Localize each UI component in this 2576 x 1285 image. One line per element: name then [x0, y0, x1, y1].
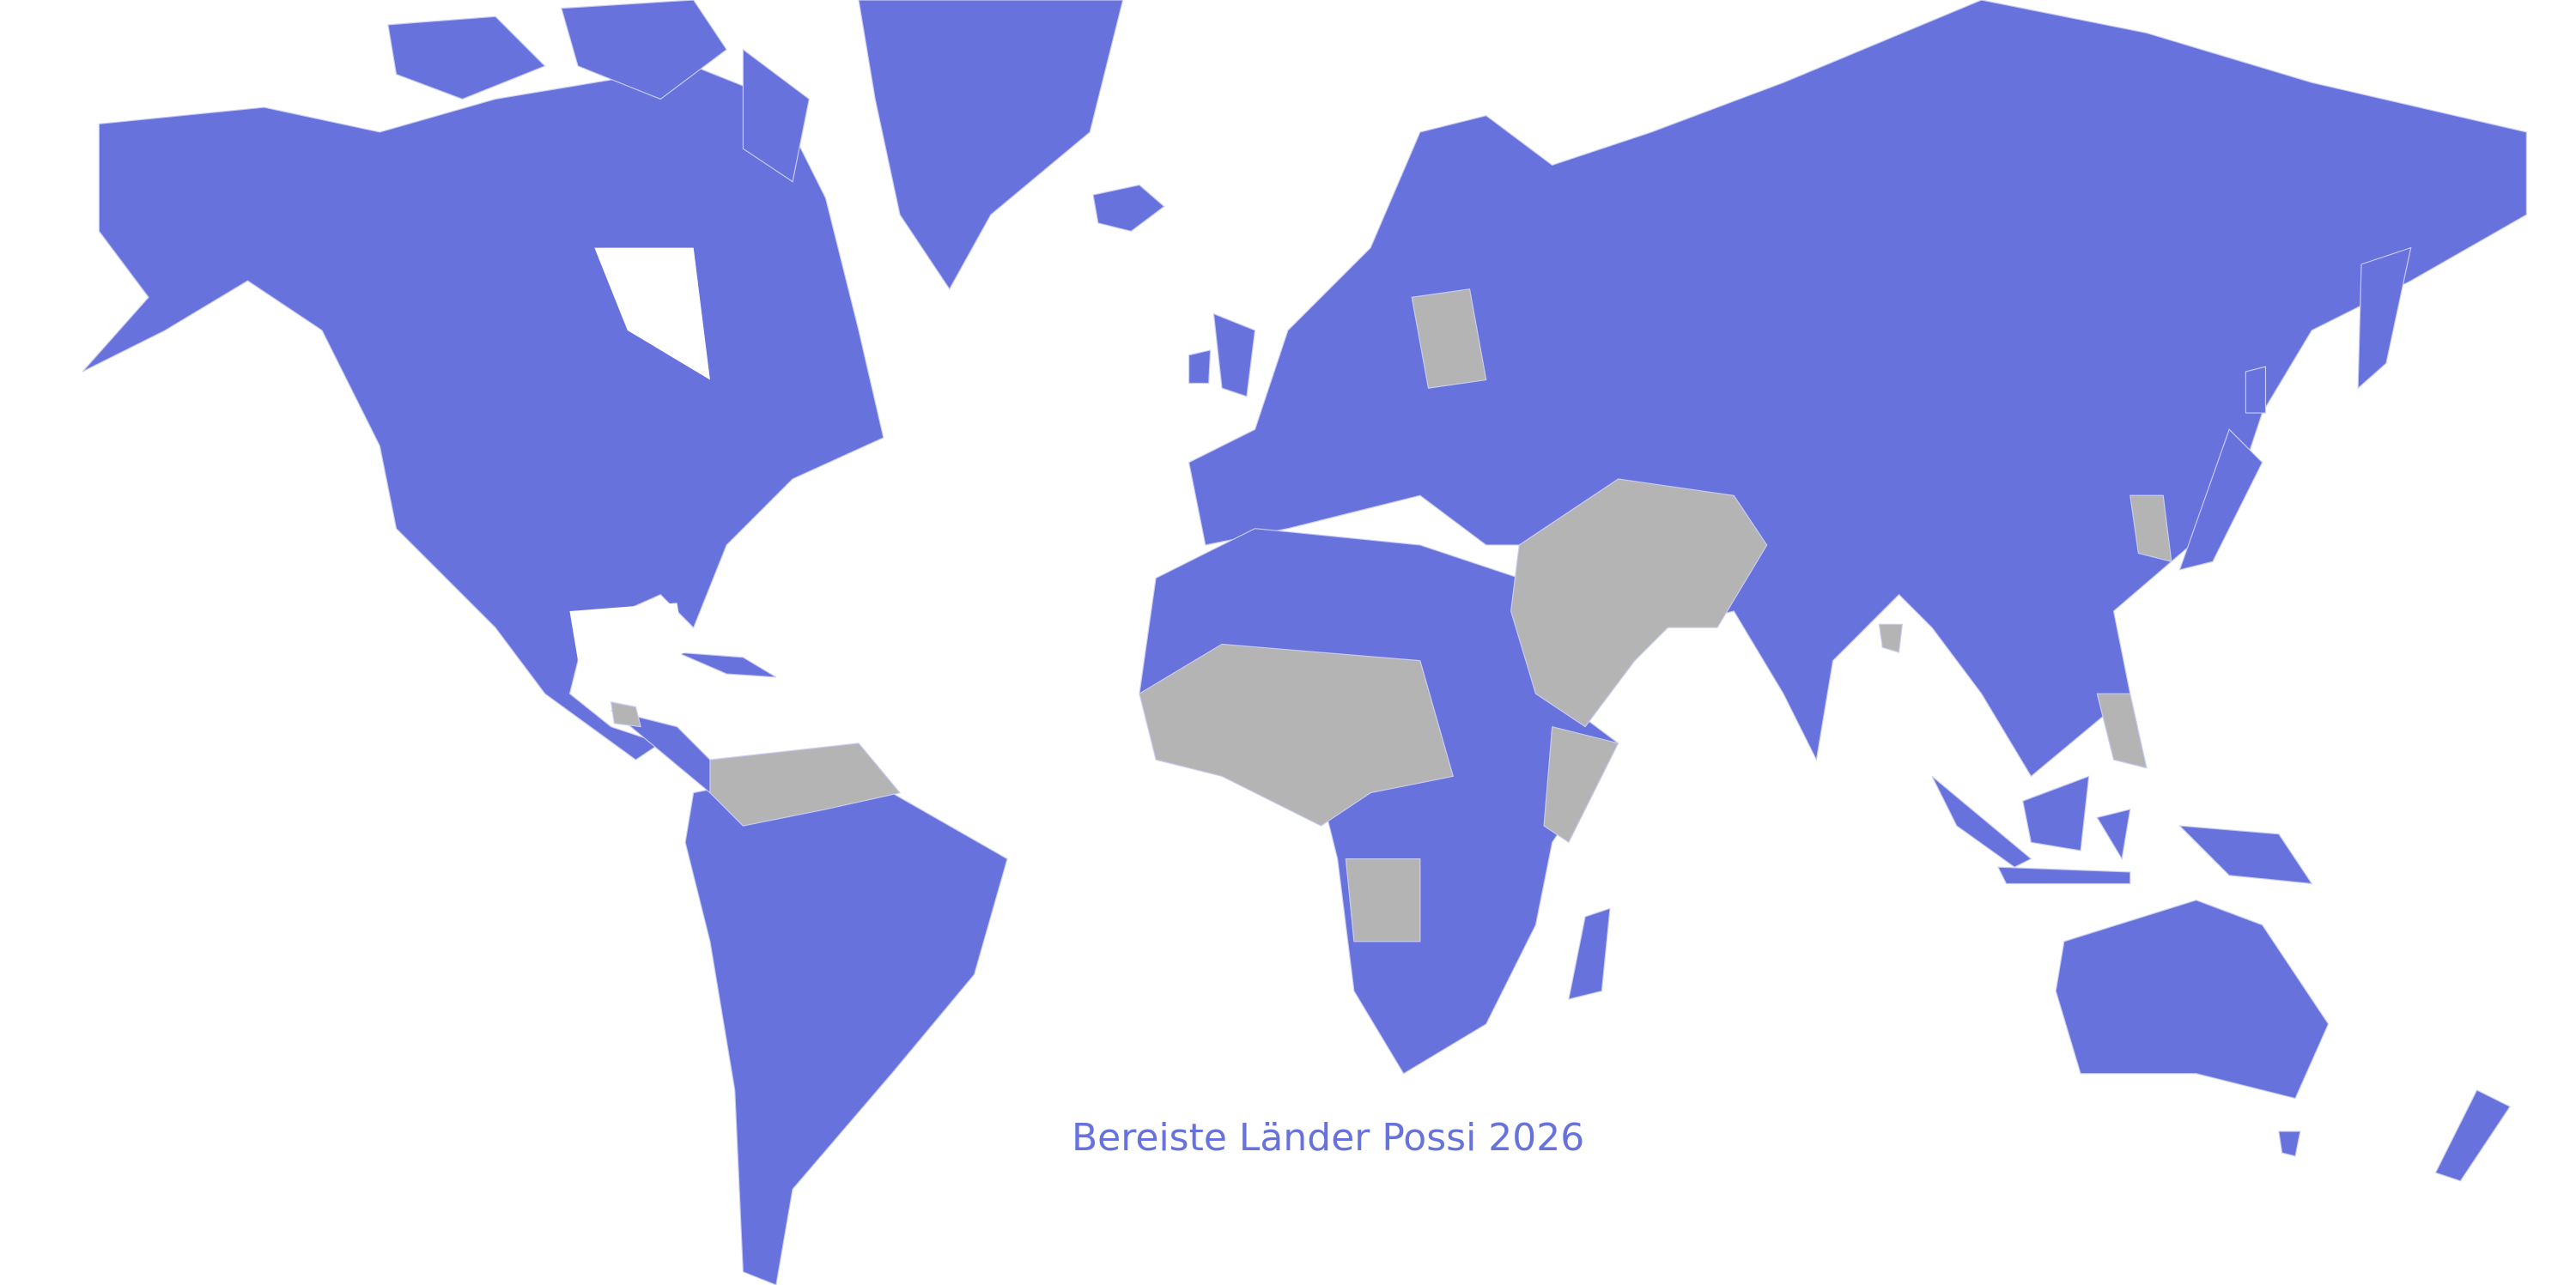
region-indonesia[interactable]	[1931, 775, 2313, 885]
region-korea[interactable]	[2129, 494, 2172, 562]
region-angola[interactable]	[1345, 858, 1421, 943]
region-middle-east[interactable]	[1510, 478, 1768, 728]
region-caribbean[interactable]	[677, 652, 777, 678]
region-madagascar[interactable]	[1568, 907, 1611, 1000]
region-north-america[interactable]	[82, 65, 884, 761]
region-australia[interactable]	[2055, 900, 2330, 1100]
region-somalia[interactable]	[1543, 725, 1619, 844]
region-arctic-islands[interactable]	[387, 0, 810, 183]
region-bangladesh[interactable]	[1878, 623, 1904, 653]
gulf-of-mexico	[569, 603, 686, 677]
region-central-america-gray[interactable]	[610, 701, 641, 728]
region-belarus[interactable]	[1411, 288, 1487, 389]
region-iceland[interactable]	[1092, 184, 1165, 233]
region-philippines[interactable]	[2096, 693, 2148, 769]
region-united-kingdom[interactable]	[1188, 312, 1256, 397]
region-tasmania[interactable]	[2278, 1130, 2301, 1157]
hudson-bay	[594, 247, 710, 380]
region-greenland[interactable]	[858, 0, 1124, 290]
region-venezuela-colombia[interactable]	[709, 743, 902, 827]
region-south-america[interactable]	[684, 775, 1008, 1285]
region-west-africa[interactable]	[1139, 643, 1455, 827]
region-kamchatka-sakhalin[interactable]	[2357, 246, 2412, 390]
region-new-zealand[interactable]	[2434, 1089, 2511, 1182]
region-japan[interactable]	[2178, 366, 2267, 571]
map-title: Bereiste Länder Possi 2026	[1072, 1116, 1585, 1160]
